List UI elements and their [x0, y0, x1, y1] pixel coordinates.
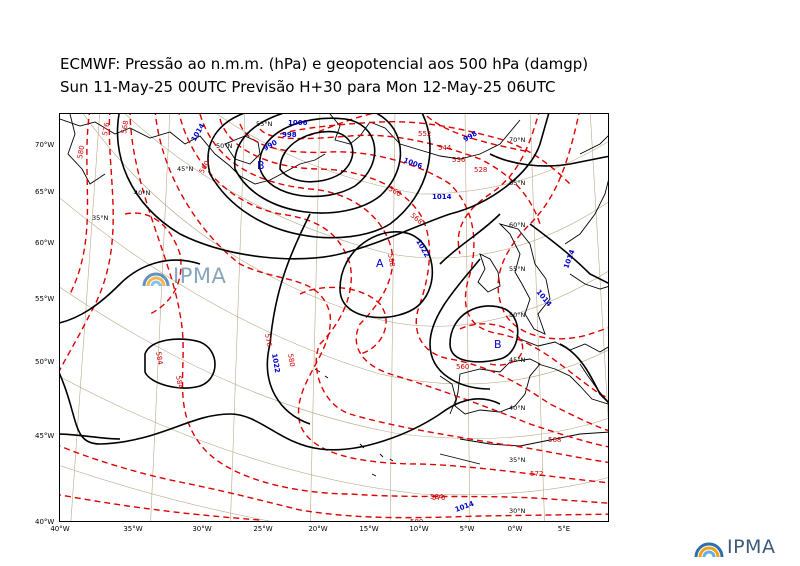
rainbow-icon	[694, 542, 724, 558]
geopotential-label: 580	[410, 518, 423, 522]
graticule-label: 60°N	[509, 221, 526, 229]
geopotential-label: 560	[456, 363, 469, 371]
geopotential-label: 576	[101, 121, 111, 136]
logo-text: IPMA	[727, 536, 776, 558]
pressure-label: 998	[462, 129, 479, 143]
latitude-tick: 45°W	[35, 432, 55, 440]
geopotential-label: 564	[430, 493, 444, 501]
longitude-tick: 0°W	[507, 525, 523, 533]
map-panel: 1006 998 990 1014 1006 1014 998 1022 101…	[59, 113, 609, 522]
pressure-label: 1006	[402, 156, 423, 170]
pressure-label: 1006	[288, 119, 308, 127]
pressure-label: 990	[262, 138, 279, 152]
graticule-label: 50°N	[216, 142, 233, 150]
ipma-footer-logo: IPMA	[694, 536, 775, 558]
graticule-label: 45°N	[177, 165, 194, 173]
pressure-label: 998	[282, 131, 297, 139]
geopotential-label: 580	[286, 353, 296, 368]
pressure-label: 1014	[190, 122, 207, 143]
geopotential-label: 560	[387, 185, 403, 199]
high-pressure-center: A	[376, 257, 384, 270]
low-pressure-center: B	[494, 338, 502, 351]
graticule-label: 35°N	[92, 214, 109, 222]
longitude-tick: 15°W	[359, 525, 379, 533]
graticule	[60, 114, 608, 521]
geopotential-label: 584	[154, 351, 164, 366]
latitude-tick: 70°W	[35, 141, 55, 149]
geopotential-label: 588	[386, 253, 396, 268]
pressure-centers: B A B	[257, 159, 502, 351]
geopotential-contours	[60, 114, 608, 521]
geopotential-label: 528	[474, 166, 487, 174]
geopotential-label: 576	[432, 494, 446, 502]
geopotential-label: 572	[530, 470, 543, 478]
longitude-tick: 5°E	[557, 525, 571, 533]
geopotential-label: 552	[418, 130, 431, 138]
geopotential-label: 536	[452, 156, 466, 164]
geopotential-label: 568	[120, 120, 130, 135]
longitude-tick: 10°W	[409, 525, 429, 533]
latitude-tick: 40°W	[35, 518, 55, 526]
longitude-tick: 35°W	[123, 525, 143, 533]
graticule-label: 40°N	[134, 189, 151, 197]
pressure-label: 1014	[534, 288, 553, 308]
pressure-label: 1014	[432, 193, 452, 201]
graticule-label: 30°N	[509, 507, 526, 515]
latitude-tick: 65°W	[35, 188, 55, 196]
geopotential-label: 568	[548, 436, 561, 444]
graticule-label: 55°N	[509, 265, 526, 273]
chart-title: ECMWF: Pressão ao n.m.m. (hPa) e geopote…	[60, 55, 589, 73]
weather-map: 1006 998 990 1014 1006 1014 998 1022 101…	[60, 114, 608, 522]
pressure-label: 1022	[270, 353, 281, 374]
graticule-label: 70°N	[509, 136, 526, 144]
graticule-label: 40°N	[509, 404, 526, 412]
logo-text: IPMA	[173, 264, 227, 288]
rainbow-icon	[142, 272, 170, 287]
longitude-tick: 20°W	[308, 525, 328, 533]
pressure-label: 1014	[454, 500, 475, 514]
longitude-tick: 5°W	[459, 525, 475, 533]
graticule-label: 65°N	[509, 179, 526, 187]
longitude-tick: 25°W	[253, 525, 273, 533]
graticule-label: 45°N	[509, 356, 526, 364]
geopotential-label: 580	[76, 145, 86, 160]
geopotential-label: 576	[263, 333, 273, 348]
longitude-tick: 30°W	[192, 525, 212, 533]
ipma-watermark-logo: IPMA	[142, 264, 226, 288]
isobars	[60, 114, 608, 451]
coastlines	[60, 114, 608, 477]
geopotential-label: 544	[438, 144, 452, 152]
geopotential-label: 584	[174, 375, 184, 390]
graticule-labels: 55°N 50°N 45°N 40°N 35°N 70°N 65°N 60°N …	[92, 120, 526, 515]
chart-subtitle: Sun 11-May-25 00UTC Previsão H+30 para M…	[60, 78, 556, 96]
graticule-label: 50°N	[509, 311, 526, 319]
graticule-label: 55°N	[256, 120, 273, 128]
latitude-tick: 55°W	[35, 295, 55, 303]
latitude-tick: 60°W	[35, 239, 55, 247]
low-pressure-center: B	[257, 159, 265, 172]
latitude-tick: 50°W	[35, 358, 55, 366]
graticule-label: 35°N	[509, 456, 526, 464]
longitude-tick: 40°W	[50, 525, 70, 533]
